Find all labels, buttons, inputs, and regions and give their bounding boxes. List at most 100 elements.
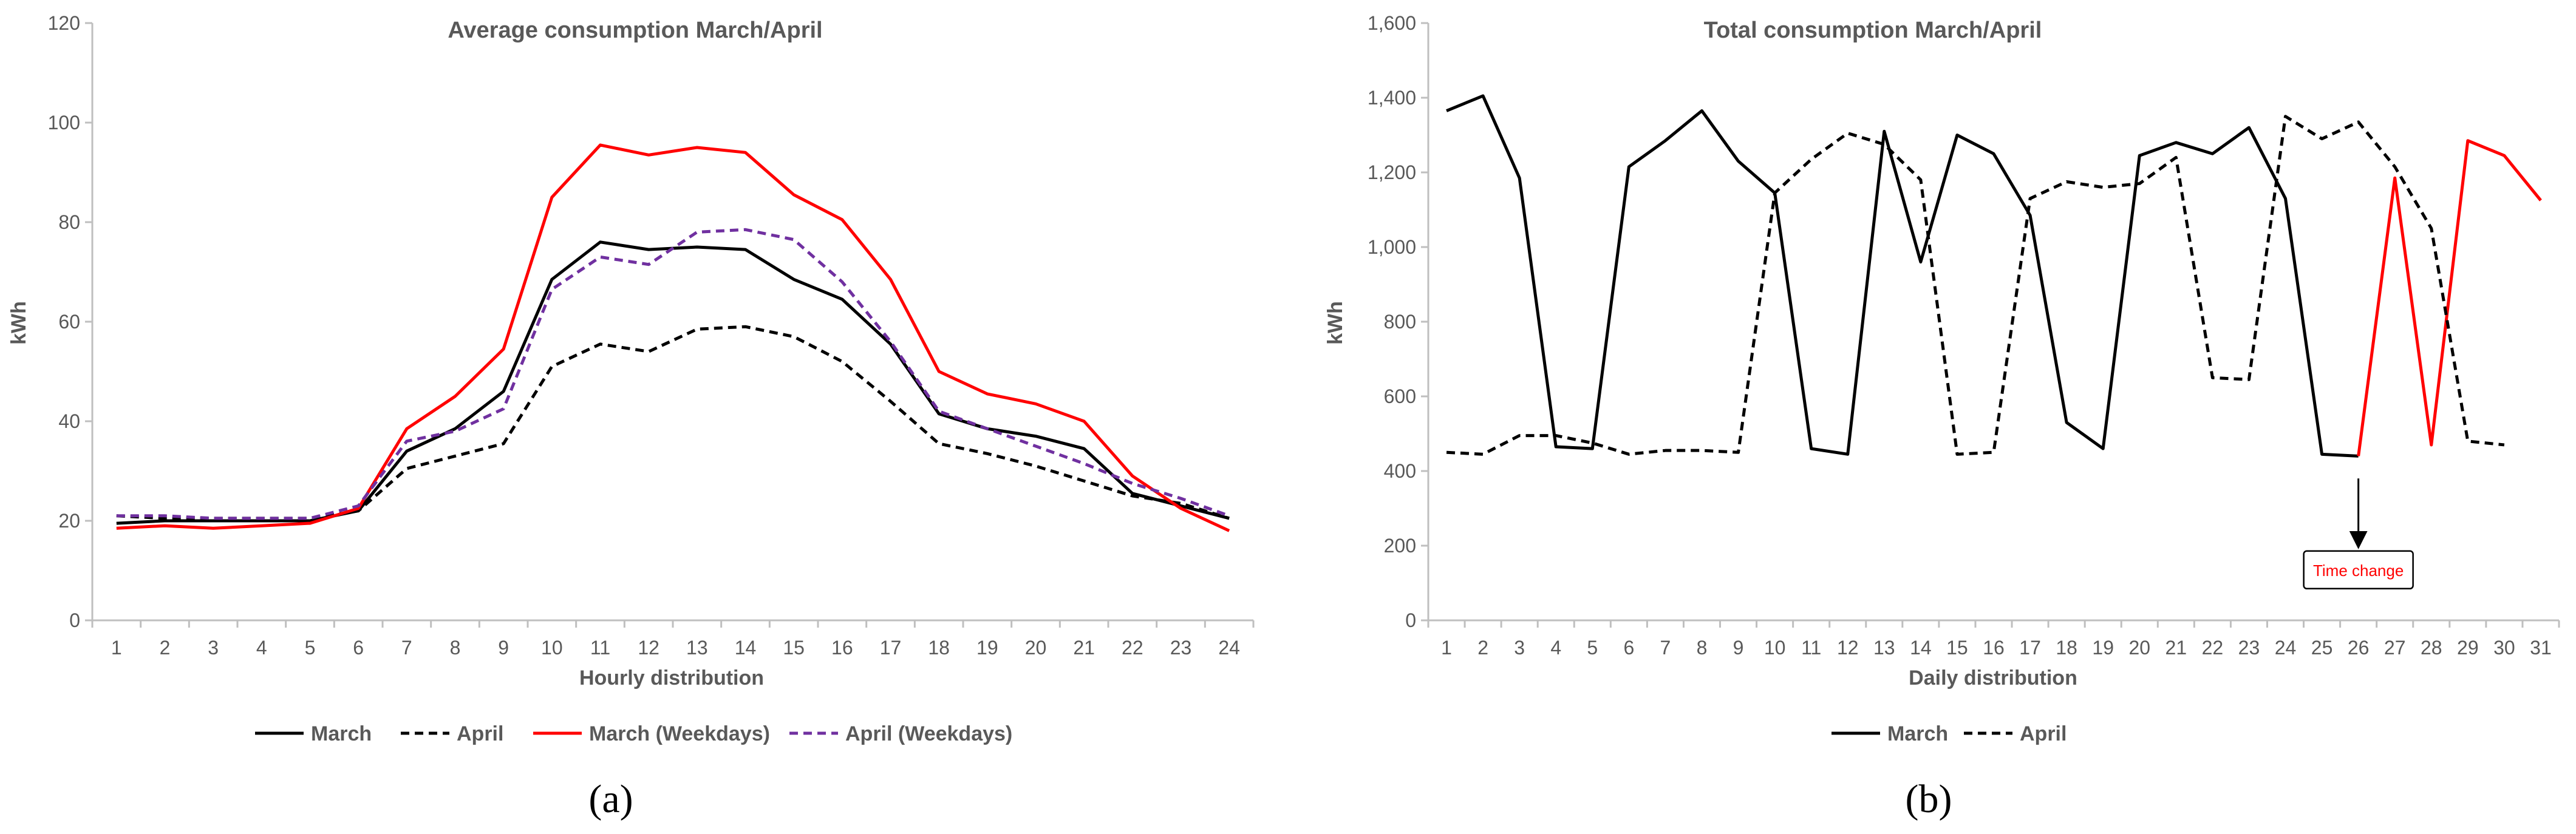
chart-panel-a: Average consumption March/April kWh 0 20 4… — [7, 12, 1255, 821]
chart-b-axes — [1427, 23, 2559, 622]
y-tick-label: 200 — [1384, 535, 1416, 557]
x-tick-label: 4 — [1550, 637, 1561, 659]
y-tick-label: 0 — [69, 609, 80, 631]
x-tick-label: 11 — [1801, 637, 1821, 659]
x-tick-label: 3 — [1514, 637, 1525, 659]
x-tick-label: 1 — [1441, 637, 1452, 659]
chart-a-axes — [91, 23, 1253, 622]
x-tick-label: 24 — [2275, 637, 2297, 659]
x-tick-label: 30 — [2493, 637, 2515, 659]
x-tick-label: 26 — [2348, 637, 2370, 659]
x-tick-label: 2 — [160, 637, 171, 659]
x-tick-label: 21 — [2165, 637, 2187, 659]
chart-a-series — [116, 143, 1230, 532]
legend-label: April — [2020, 722, 2067, 745]
panel-label-a: (a) — [588, 777, 633, 821]
x-tick-label: 14 — [1910, 637, 1932, 659]
chart-panel-b: Total consumption March/April kWh 020040… — [1324, 12, 2560, 821]
x-tick-label: 8 — [450, 637, 461, 659]
x-tick-label: 28 — [2421, 637, 2442, 659]
x-tick-label: 3 — [208, 637, 219, 659]
y-tick-label: 40 — [58, 410, 80, 432]
series-line-april — [116, 325, 1230, 520]
chart-a-xlabel: Hourly distribution — [579, 666, 764, 690]
x-tick-label: 5 — [305, 637, 316, 659]
legend-label: March — [1887, 722, 1948, 745]
chart-b-legend: March April — [1831, 722, 2067, 745]
chart-b-annotation: Time change — [2303, 478, 2414, 590]
x-tick-label: 15 — [1946, 637, 1968, 659]
series-line-march-after-time-change — [2357, 139, 2542, 456]
time-change-label: Time change — [2313, 561, 2404, 580]
x-tick-label: 16 — [1983, 637, 2005, 659]
y-tick-label: 1,600 — [1368, 12, 1416, 34]
y-tick-label: 100 — [48, 112, 80, 134]
y-tick-label: 1,400 — [1368, 87, 1416, 109]
x-tick-label: 6 — [1623, 637, 1634, 659]
chart-a-x-ticks: 1 2 3 4 5 6 7 8 9 10 11 12 13 14 15 16 17 18 19 20 21 22 23 24 — [91, 620, 1255, 659]
x-tick-label: 7 — [1660, 637, 1671, 659]
legend-label: March — [311, 722, 372, 745]
x-tick-label: 8 — [1697, 637, 1708, 659]
x-tick-label: 24 — [1218, 637, 1240, 659]
x-tick-label: 29 — [2457, 637, 2479, 659]
legend-label: April — [457, 722, 503, 745]
x-tick-label: 1 — [111, 637, 122, 659]
legend-label: March (Weekdays) — [589, 722, 770, 745]
series-line-march — [116, 240, 1230, 525]
x-tick-label: 22 — [1122, 637, 1143, 659]
x-tick-label: 7 — [401, 637, 412, 659]
x-tick-label: 12 — [638, 637, 659, 659]
x-tick-label: 13 — [686, 637, 708, 659]
x-tick-label: 18 — [928, 637, 950, 659]
y-tick-label: 400 — [1384, 460, 1416, 482]
panel-label-b: (b) — [1906, 777, 1952, 821]
x-tick-label: 9 — [498, 637, 509, 659]
series-line-april-weekdays- — [116, 228, 1230, 520]
x-tick-label: 14 — [735, 637, 757, 659]
time-change-box — [2303, 550, 2414, 590]
y-tick-label: 60 — [58, 311, 80, 333]
y-tick-label: 0 — [1405, 609, 1416, 631]
x-tick-label: 12 — [1837, 637, 1859, 659]
series-line-april — [1446, 115, 2505, 456]
x-tick-label: 19 — [2092, 637, 2114, 659]
chart-b-x-ticks: 1 2 3 4 5 6 7 8 9 10 11 12 13 14 15 16 17 18 19 20 21 22 23 24 2… — [1427, 620, 2560, 659]
x-tick-label: 13 — [1873, 637, 1895, 659]
y-tick-label: 120 — [48, 12, 80, 34]
y-tick-label: 800 — [1384, 311, 1416, 333]
chart-a-legend: March April March (Weekdays) April (Weekday… — [255, 722, 1012, 745]
x-tick-label: 4 — [256, 637, 267, 659]
x-tick-label: 21 — [1073, 637, 1095, 659]
y-tick-label: 20 — [58, 510, 80, 532]
x-tick-label: 20 — [2128, 637, 2150, 659]
x-tick-label: 23 — [2238, 637, 2260, 659]
x-tick-label: 5 — [1587, 637, 1598, 659]
x-tick-label: 31 — [2530, 637, 2552, 659]
x-tick-label: 27 — [2384, 637, 2406, 659]
x-tick-label: 23 — [1170, 637, 1192, 659]
x-tick-label: 10 — [541, 637, 563, 659]
chart-b-xlabel: Daily distribution — [1909, 666, 2077, 690]
chart-a-title: Average consumption March/April — [448, 18, 822, 43]
chart-b-y-ticks: 0 200 400 600 800 1,000 1,200 1,400 1,600 — [1368, 12, 1428, 631]
x-tick-label: 17 — [880, 637, 902, 659]
x-tick-label: 22 — [2202, 637, 2224, 659]
x-tick-label: 2 — [1477, 637, 1488, 659]
x-tick-label: 16 — [831, 637, 853, 659]
y-tick-label: 1,000 — [1368, 236, 1416, 258]
x-tick-label: 10 — [1764, 637, 1786, 659]
y-tick-label: 1,200 — [1368, 161, 1416, 183]
series-line-march — [1446, 94, 2359, 458]
series-line-march-weekdays- — [116, 143, 1230, 532]
x-tick-label: 9 — [1733, 637, 1744, 659]
chart-a-ylabel: kWh — [7, 301, 30, 345]
chart-b-series — [1446, 94, 2542, 458]
chart-a-y-ticks: 0 20 40 60 80 100 120 — [48, 12, 92, 631]
x-tick-label: 20 — [1025, 637, 1047, 659]
chart-b-title: Total consumption March/April — [1704, 18, 2042, 43]
x-tick-label: 19 — [976, 637, 998, 659]
x-tick-label: 11 — [590, 637, 610, 659]
x-tick-label: 15 — [783, 637, 805, 659]
